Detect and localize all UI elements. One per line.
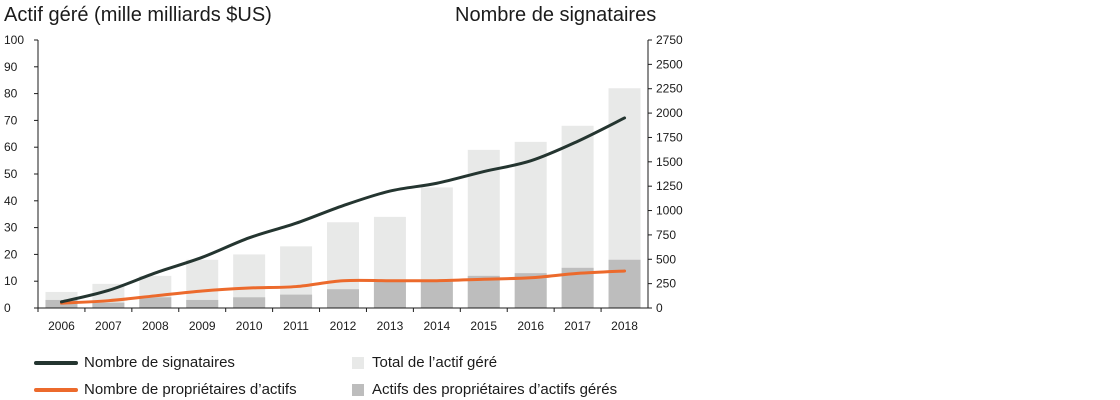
legend-label-proprietaires: Nombre de propriétaires d’actifs xyxy=(84,381,297,398)
chart-title-right: Nombre de signataires xyxy=(455,4,657,26)
bar-owners-2015 xyxy=(467,275,500,308)
right-tick-label-2250: 2250 xyxy=(656,82,683,96)
line-proprietaires xyxy=(59,269,627,305)
x-tick-label-2016: 2016 xyxy=(517,319,544,333)
left-tick-label-80: 80 xyxy=(4,87,18,101)
chart-title-left: Actif géré (mille milliards $US) xyxy=(4,4,272,26)
right-tick-label-1750: 1750 xyxy=(656,130,683,144)
x-tick-label-2014: 2014 xyxy=(423,319,450,333)
x-tick-label-2013: 2013 xyxy=(377,319,404,333)
x-tick-label-2015: 2015 xyxy=(470,319,497,333)
x-tick-label-2017: 2017 xyxy=(564,319,591,333)
bar-owners-2013 xyxy=(373,281,406,308)
left-tick-label-30: 30 xyxy=(4,221,18,235)
bar-owners-2007 xyxy=(92,302,125,308)
right-tick-label-1250: 1250 xyxy=(656,179,683,193)
bar-owners-2011 xyxy=(280,294,313,308)
legend-label-total-actif: Total de l’actif géré xyxy=(372,354,498,371)
left-tick-label-20: 20 xyxy=(4,247,18,261)
bar-owners-2008 xyxy=(139,297,172,308)
right-tick-label-2750: 2750 xyxy=(656,33,683,47)
left-tick-label-60: 60 xyxy=(4,140,18,154)
left-tick-label-40: 40 xyxy=(4,194,18,208)
x-tick-label-2007: 2007 xyxy=(95,319,122,333)
bar-owners-2018 xyxy=(608,259,641,308)
legend-swatch-actifs-proprietaires xyxy=(352,383,364,396)
legend-item-signataires: Nombre de signataires xyxy=(34,354,235,371)
legend-item-total-actif: Total de l’actif géré xyxy=(352,354,497,371)
bar-owners-2009 xyxy=(186,299,219,308)
x-tick-label-2009: 2009 xyxy=(189,319,216,333)
x-tick-label-2006: 2006 xyxy=(48,319,75,333)
right-tick-label-2000: 2000 xyxy=(656,106,683,120)
x-tick-label-2018: 2018 xyxy=(611,319,638,333)
legend-label-actifs-proprietaires: Actifs des propriétaires d’actifs gérés xyxy=(372,381,618,398)
left-tick-label-90: 90 xyxy=(4,60,18,74)
right-tick-label-1500: 1500 xyxy=(656,155,683,169)
bar-owners-2012 xyxy=(327,289,359,308)
legend-swatch-proprietaires xyxy=(34,387,78,392)
bar-owners-2010 xyxy=(233,297,266,308)
left-tick-label-50: 50 xyxy=(4,167,18,181)
line-signataires xyxy=(59,116,627,304)
legend-label-signataires: Nombre de signataires xyxy=(84,354,235,371)
legend-swatch-total-actif xyxy=(352,356,364,369)
bar-owners-2014 xyxy=(420,281,453,308)
left-tick-label-100: 100 xyxy=(4,33,24,47)
x-tick-label-2012: 2012 xyxy=(330,319,357,333)
right-tick-label-500: 500 xyxy=(656,252,676,266)
left-tick-label-10: 10 xyxy=(4,274,18,288)
left-tick-label-70: 70 xyxy=(4,113,18,127)
right-tick-label-0: 0 xyxy=(656,301,663,315)
right-tick-label-1000: 1000 xyxy=(656,204,683,218)
x-tick-label-2011: 2011 xyxy=(283,319,309,333)
right-tick-label-2500: 2500 xyxy=(656,57,683,71)
right-tick-label-250: 250 xyxy=(656,277,676,291)
right-tick-label-750: 750 xyxy=(656,228,676,242)
legend-swatch-signataires xyxy=(34,360,78,365)
left-tick-label-0: 0 xyxy=(4,301,11,315)
x-tick-label-2008: 2008 xyxy=(142,319,169,333)
legend-item-actifs-proprietaires: Actifs des propriétaires d’actifs gérés xyxy=(352,381,617,398)
legend-item-proprietaires: Nombre de propriétaires d’actifs xyxy=(34,381,297,398)
x-tick-label-2010: 2010 xyxy=(236,319,263,333)
